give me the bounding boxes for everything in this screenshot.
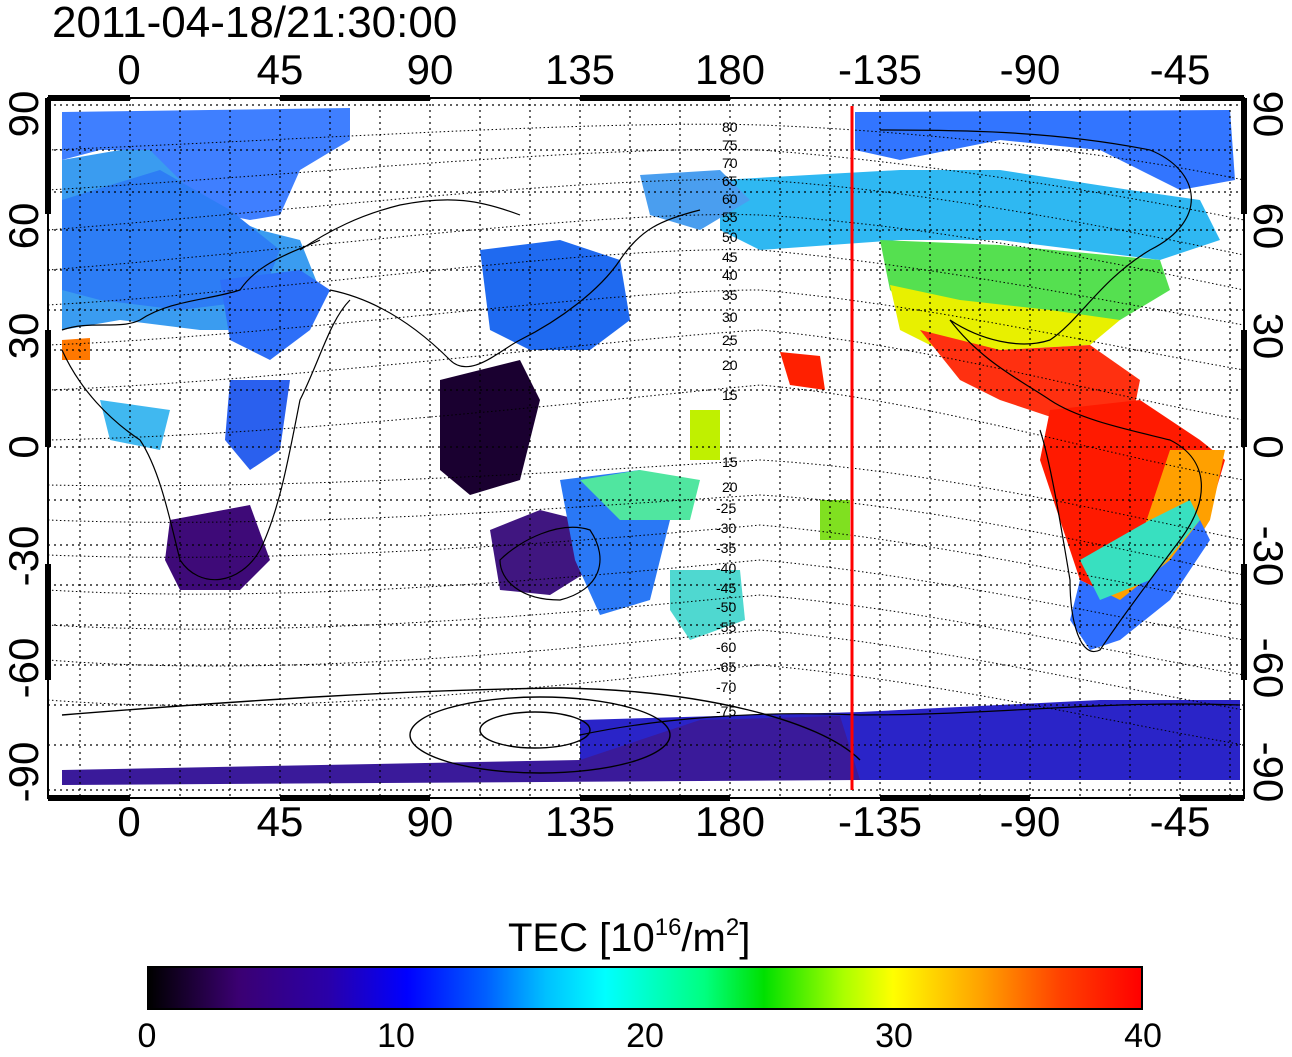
- contour-label: 80: [722, 119, 738, 135]
- contour-label: -40: [716, 560, 736, 576]
- contour-label: 20: [722, 357, 738, 373]
- contour-label: 75: [722, 137, 738, 153]
- colorbar-title: TEC [1016/m2]: [508, 906, 750, 960]
- tec-region-south-atlantic: [1080, 500, 1200, 600]
- tec-region-africa-south: [165, 505, 270, 590]
- top-lon-label: 180: [694, 46, 766, 93]
- contour-label: -60: [716, 639, 736, 655]
- tec-region-west-africa: [62, 338, 90, 360]
- top-lon-label: 90: [406, 46, 454, 93]
- contour-label: 40: [722, 267, 738, 283]
- colorbar-tick-label: 0: [137, 1017, 157, 1055]
- top-lon-label: -135: [837, 46, 923, 93]
- tec-region-pacific-sw: [670, 570, 745, 640]
- tec-region-antarctic-west: [62, 716, 860, 785]
- colorbar: [147, 966, 1143, 1010]
- tec-region-gulf-guinea: [100, 400, 170, 450]
- tec-region-arctic-east: [855, 110, 1235, 190]
- tec-region-pacific-yellow: [690, 410, 720, 460]
- contour-label: -55: [716, 619, 736, 635]
- colorbar-title-prefix: TEC [10: [508, 916, 655, 960]
- colorbar-title-unit: /m: [681, 916, 726, 960]
- contour-label: 15: [722, 387, 738, 403]
- contour-label: 70: [722, 155, 738, 171]
- contour-label: -70: [716, 679, 736, 695]
- tec-region-arabia: [220, 270, 330, 360]
- top-lon-label: -90: [999, 46, 1061, 93]
- tec-region-east-pacific: [820, 500, 850, 540]
- tec-region-north-america-high: [720, 170, 1220, 260]
- contour-label: -45: [716, 580, 736, 596]
- colorbar-tick-label: 10: [377, 1017, 415, 1055]
- tec-region-pacific-green: [580, 470, 700, 520]
- bottom-lon-label: -90: [999, 798, 1061, 845]
- contour-label: 50: [722, 229, 738, 245]
- contour-label: -65: [716, 659, 736, 675]
- top-lon-label: 45: [256, 46, 304, 93]
- colorbar-title-suffix: ]: [739, 916, 751, 960]
- bottom-lon-label: 45: [256, 798, 304, 845]
- tec-region-europe-core: [62, 170, 280, 310]
- colorbar-title-exponent-2: 2: [725, 914, 740, 941]
- timestamp-title: 2011-04-18/21:30:00: [52, 0, 458, 47]
- bottom-lon-label: 135: [544, 798, 616, 845]
- contour-label: -75: [716, 703, 736, 719]
- colorbar-tick-label: 30: [875, 1017, 913, 1055]
- contour-label: 45: [722, 249, 738, 265]
- top-lon-label: 135: [544, 46, 616, 93]
- tec-region-australia: [490, 510, 590, 595]
- colorbar-tick-label: 20: [626, 1017, 664, 1055]
- bottom-lon-label: 180: [694, 798, 766, 845]
- contour-label: 20: [722, 479, 738, 495]
- contour-label: 15: [722, 454, 738, 470]
- colorbar-title-exponent: 16: [654, 914, 682, 941]
- contour-label: 35: [722, 287, 738, 303]
- contour-label: -25: [716, 500, 736, 516]
- contour-label: 65: [722, 173, 738, 189]
- colorbar-tick-label: 40: [1124, 1017, 1162, 1055]
- tec-region-east-asia: [480, 240, 630, 350]
- tec-region-asia-dark: [440, 360, 540, 495]
- contour-label: -50: [716, 599, 736, 615]
- magnetic-contours: [48, 123, 1244, 746]
- contour-label: -30: [716, 520, 736, 536]
- south-pole-contours: [61, 687, 861, 774]
- tec-region-hawaii: [780, 352, 825, 390]
- top-lon-label: 0: [117, 46, 141, 93]
- top-lon-label: -45: [1149, 46, 1211, 93]
- bottom-lon-label: -135: [837, 798, 923, 845]
- bottom-lon-label: 0: [117, 798, 141, 845]
- bottom-lon-label: 90: [406, 798, 454, 845]
- contour-label: 55: [722, 209, 738, 225]
- contour-label: 60: [722, 191, 738, 207]
- coastlines: [61, 129, 1241, 736]
- map-grid: [48, 98, 1244, 798]
- axis-ticks: [45, 95, 1247, 801]
- contour-label: 25: [722, 332, 738, 348]
- contour-label: 30: [722, 309, 738, 325]
- tec-region-north-america-south: [890, 285, 1120, 350]
- bottom-lon-label: -45: [1149, 798, 1211, 845]
- contour-label: -35: [716, 540, 736, 556]
